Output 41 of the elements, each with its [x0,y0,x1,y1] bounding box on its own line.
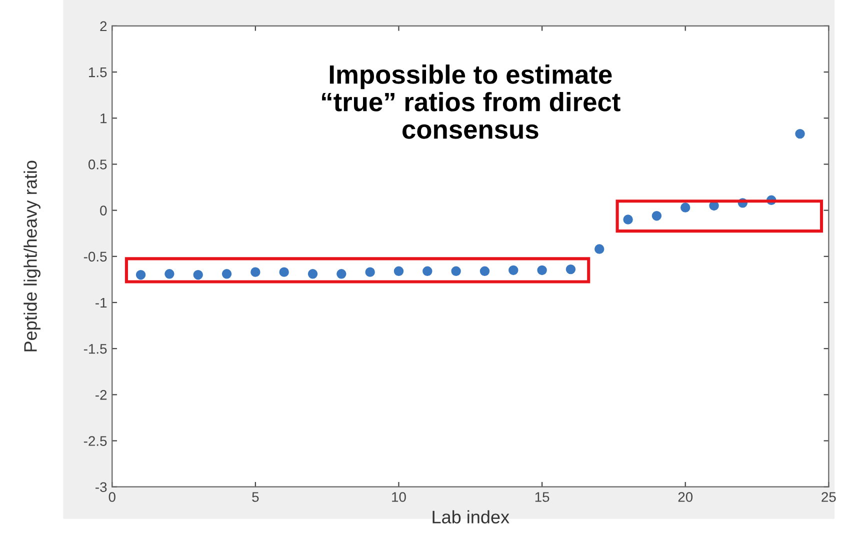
y-tick-label: -2 [96,390,107,400]
point [164,269,174,279]
point [250,267,260,277]
point [222,269,232,279]
y-tick-label: -1 [96,298,107,308]
point [566,264,576,274]
point [795,128,805,139]
y-tick-label: -1.5 [84,344,107,354]
x-tick-label: 5 [252,492,259,502]
y-tick-label: 1 [100,114,107,124]
point [623,214,633,224]
x-tick-label: 20 [678,492,693,502]
point [451,266,461,276]
x-tick-label: 25 [822,492,836,502]
x-tick-label: 10 [392,492,406,502]
point [652,210,662,221]
y-tick-label: 0 [100,206,107,216]
y-tick-label: 1.5 [89,68,107,78]
point [422,266,432,276]
y-tick-label: -0.5 [84,252,107,262]
x-axis-title: Lab index [432,510,510,524]
point [537,265,547,276]
y-axis-title: Peptide light/heavy ratio [24,160,40,352]
y-tick-label: 0.5 [88,160,107,170]
point [394,266,404,276]
point [308,269,318,279]
y-tick-label: 2 [100,21,107,31]
point [594,244,604,254]
y-tick-label: -3 [96,482,107,492]
point [365,267,375,277]
x-tick-label: 0 [108,492,116,502]
point [480,266,490,276]
point [508,265,518,276]
point [336,269,346,279]
point [279,267,289,277]
annotation: Impossible to estimate “true” ratios from direct consensus [322,64,620,139]
point [193,270,203,280]
x-tick-label: 15 [535,492,550,502]
point [680,202,690,212]
point [136,270,146,280]
y-tick-label: -2.5 [84,436,107,446]
